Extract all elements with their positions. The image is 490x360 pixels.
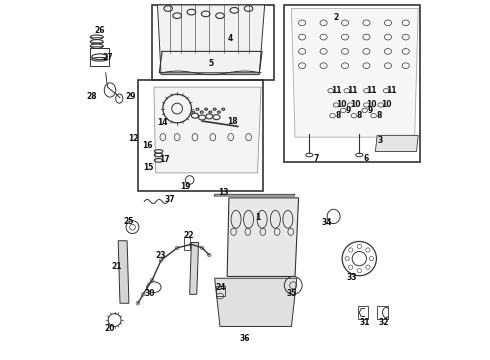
Text: 5: 5 <box>209 59 214 68</box>
Text: 37: 37 <box>165 195 175 204</box>
Bar <box>216 286 224 296</box>
Text: 10: 10 <box>336 100 347 109</box>
Text: 4: 4 <box>228 34 233 43</box>
Text: 13: 13 <box>219 188 229 197</box>
Text: 18: 18 <box>227 117 238 126</box>
Text: 21: 21 <box>111 262 122 271</box>
Text: 16: 16 <box>143 141 153 150</box>
Bar <box>284 5 420 162</box>
Text: 10: 10 <box>381 100 392 109</box>
Text: 25: 25 <box>123 217 134 226</box>
Text: 23: 23 <box>155 251 166 260</box>
Text: 10: 10 <box>367 100 377 109</box>
Text: 29: 29 <box>125 91 136 100</box>
Polygon shape <box>214 194 295 196</box>
Text: 11: 11 <box>386 86 397 95</box>
Text: 8: 8 <box>357 111 362 120</box>
Polygon shape <box>375 135 418 152</box>
Polygon shape <box>215 278 297 327</box>
Text: 19: 19 <box>180 182 191 191</box>
Text: 8: 8 <box>376 111 382 120</box>
Text: 1: 1 <box>255 213 260 222</box>
Text: 2: 2 <box>334 13 339 22</box>
Text: 32: 32 <box>378 318 389 327</box>
Text: 24: 24 <box>216 283 226 292</box>
Bar <box>358 306 368 319</box>
Text: 15: 15 <box>144 163 154 172</box>
Text: 9: 9 <box>368 106 373 115</box>
Text: 30: 30 <box>145 289 155 298</box>
Text: 12: 12 <box>128 134 139 143</box>
Text: 9: 9 <box>346 106 351 115</box>
Text: 34: 34 <box>322 218 332 227</box>
Text: 36: 36 <box>240 334 250 343</box>
Text: 11: 11 <box>347 86 357 95</box>
Text: 20: 20 <box>105 324 115 333</box>
Text: 28: 28 <box>87 91 98 100</box>
Polygon shape <box>227 198 298 276</box>
Text: 17: 17 <box>159 155 170 164</box>
Polygon shape <box>118 241 129 303</box>
Text: 7: 7 <box>314 154 319 163</box>
Bar <box>184 237 190 249</box>
Text: 6: 6 <box>364 154 369 163</box>
Polygon shape <box>190 243 198 294</box>
Text: 11: 11 <box>367 86 377 95</box>
Text: 35: 35 <box>286 289 296 298</box>
Polygon shape <box>154 87 261 173</box>
Polygon shape <box>157 5 265 75</box>
Text: 26: 26 <box>94 26 104 35</box>
Text: 3: 3 <box>377 136 383 145</box>
Text: 8: 8 <box>335 111 341 120</box>
Bar <box>377 306 388 319</box>
Text: 27: 27 <box>102 53 113 62</box>
Bar <box>152 5 273 80</box>
Text: 14: 14 <box>157 118 168 127</box>
Text: 10: 10 <box>350 100 361 109</box>
Text: 33: 33 <box>347 273 357 282</box>
Text: 11: 11 <box>331 86 342 95</box>
Text: 31: 31 <box>360 318 370 327</box>
Bar <box>90 48 109 66</box>
Polygon shape <box>292 9 418 137</box>
Bar <box>138 80 263 191</box>
Text: 22: 22 <box>183 231 194 240</box>
